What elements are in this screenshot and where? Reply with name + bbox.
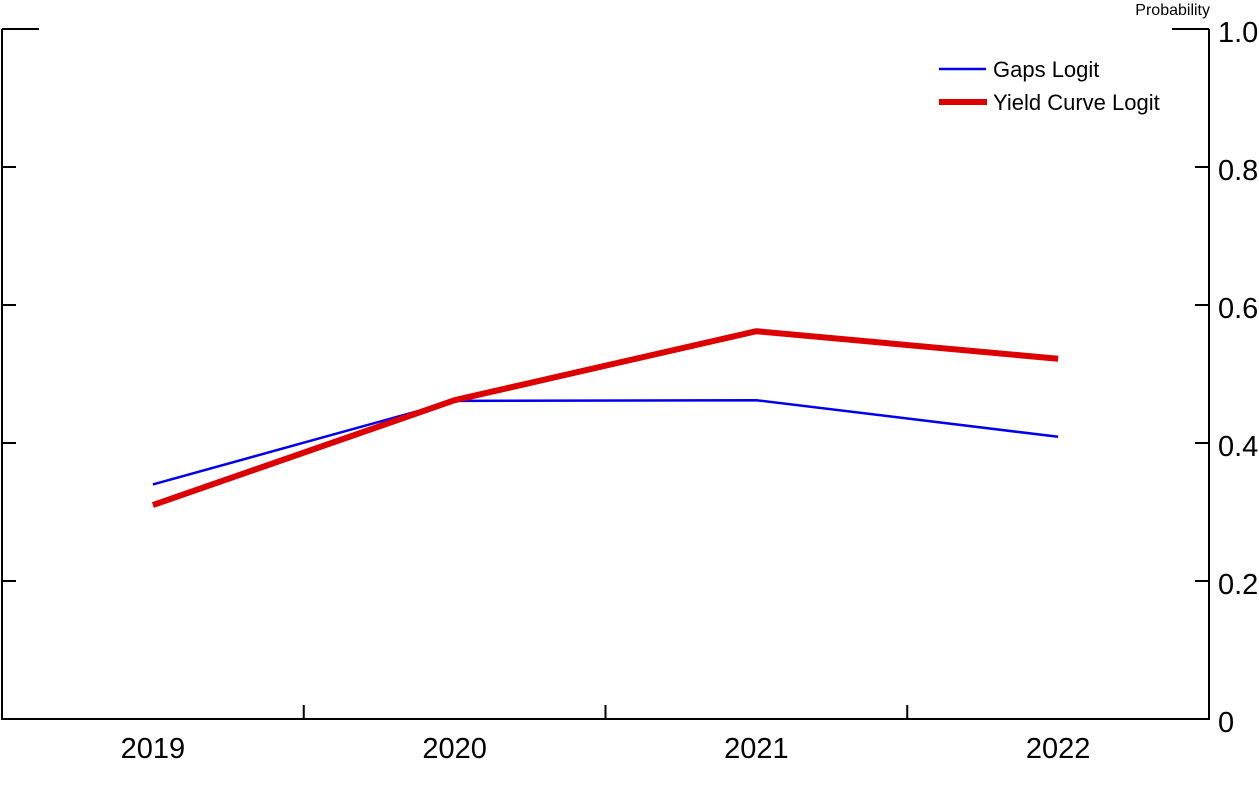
y-tick-label-0.4: 0.4 xyxy=(1218,431,1258,463)
y-tick-label-1.0: 1.0 xyxy=(1218,17,1258,49)
x-tick-label-2020: 2020 xyxy=(422,733,487,765)
y-axis-title: Probability xyxy=(1135,2,1210,19)
legend-yield-curve-logit-label: Yield Curve Logit xyxy=(993,90,1160,115)
right-axis-ticks xyxy=(1195,166,1209,582)
axis-frame xyxy=(1,29,1210,720)
left-axis-ticks xyxy=(2,166,16,582)
legend: Gaps Logit Yield Curve Logit xyxy=(939,57,1160,115)
yield-curve-logit-line xyxy=(151,328,1059,508)
y-tick-label-0.6: 0.6 xyxy=(1218,293,1258,325)
legend-gaps-logit-label: Gaps Logit xyxy=(993,57,1099,82)
y-tick-label-0: 0 xyxy=(1218,707,1234,739)
x-tick-label-2022: 2022 xyxy=(1026,733,1091,765)
y-tick-label-0.2: 0.2 xyxy=(1218,569,1258,601)
x-tick-label-2021: 2021 xyxy=(724,733,789,765)
x-axis-ticks xyxy=(302,705,909,719)
x-tick-label-2019: 2019 xyxy=(121,733,186,765)
y-tick-label-0.8: 0.8 xyxy=(1218,155,1258,187)
gaps-logit-line xyxy=(152,398,1059,486)
